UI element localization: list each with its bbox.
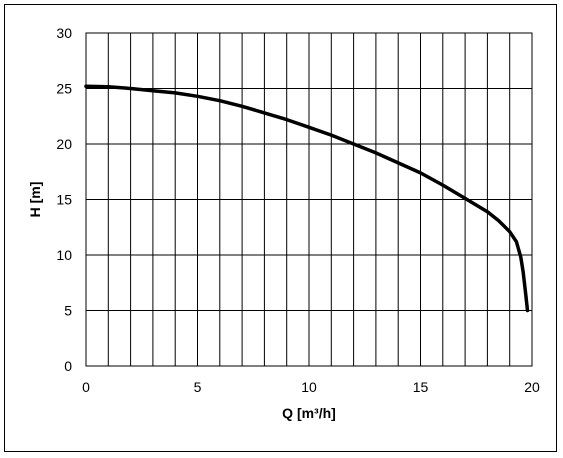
y-tick-label: 20 [56, 136, 72, 152]
y-tick-labels: 0 5 10 15 20 25 30 [56, 25, 72, 374]
x-tick-label: 10 [301, 379, 317, 395]
x-tick-label: 5 [194, 379, 202, 395]
x-tick-label: 0 [82, 379, 90, 395]
y-tick-label: 10 [56, 247, 72, 263]
plot-border [85, 32, 533, 367]
y-tick-label: 30 [56, 25, 72, 41]
series-line-pump-curve [84, 84, 530, 313]
y-tick-label: 25 [56, 81, 72, 97]
y-tick-label: 15 [56, 192, 72, 208]
y-axis-label: H [m] [27, 182, 43, 218]
x-tick-label: 15 [413, 379, 429, 395]
y-tick-label: 5 [64, 303, 72, 319]
x-axis-label: Q [m³/h] [282, 405, 336, 421]
y-tick-label: 0 [64, 358, 72, 374]
x-tick-label: 20 [524, 379, 540, 395]
x-tick-labels: 0 5 10 15 20 [82, 379, 540, 395]
grid [86, 33, 532, 366]
